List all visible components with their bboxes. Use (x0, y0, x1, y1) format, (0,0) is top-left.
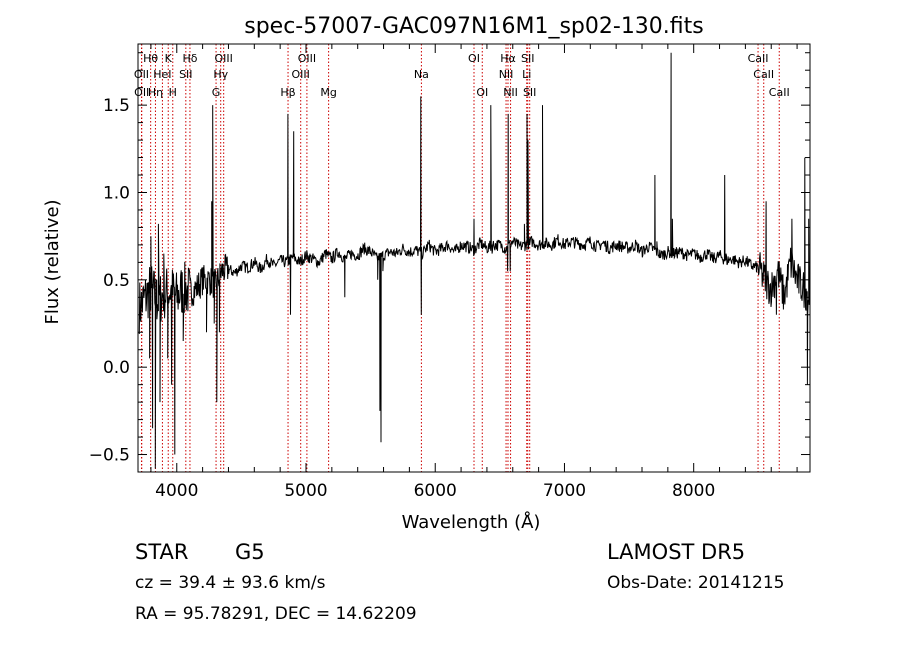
spectral-line-label: CaII (748, 52, 769, 65)
object-type: STAR (135, 540, 189, 564)
spectral-line-label: NII (503, 86, 518, 99)
spectral-subclass: G5 (235, 540, 265, 564)
spectral-line-label: HeI (153, 68, 171, 81)
spectral-line-label: Na (414, 68, 429, 81)
spectral-line-label: Hβ (280, 86, 295, 99)
x-tick-label: 5000 (284, 481, 327, 501)
y-tick-label: 1.5 (103, 96, 130, 116)
coordinates: RA = 95.78291, DEC = 14.62209 (135, 604, 417, 624)
y-tick-label: 0.0 (103, 358, 130, 378)
x-tick-label: 6000 (414, 481, 457, 501)
y-tick-label: 1.0 (103, 183, 130, 203)
spectral-line-label: OI (476, 86, 488, 99)
spectral-line-label: G (212, 86, 221, 99)
x-tick-label: 7000 (543, 481, 586, 501)
spectral-line-label: Hη (148, 86, 163, 99)
spectral-line-label: H (169, 86, 177, 99)
spectral-line-label: Hα (500, 52, 516, 65)
y-tick-label: −0.5 (89, 446, 130, 466)
spectral-line-label: Hδ (182, 52, 197, 65)
spectral-line-label: SII (523, 86, 536, 99)
chart-title: spec-57007-GAC097N16M1_sp02-130.fits (244, 14, 704, 39)
spectral-line-label: OIII (214, 52, 232, 65)
x-tick-label: 4000 (155, 481, 198, 501)
spectral-line-label: Hγ (213, 68, 228, 81)
redshift-info: cz = 39.4 ± 93.6 km/s (135, 573, 326, 593)
x-axis-ticks: 4000 5000 6000 7000 8000 (150, 44, 798, 501)
spectral-line-label: OI (468, 52, 480, 65)
x-tick-label: 8000 (672, 481, 715, 501)
spectral-line-label: SII (521, 52, 534, 65)
spectral-line-label: OIII (298, 52, 316, 65)
x-axis-label: Wavelength (Å) (402, 511, 541, 533)
spectral-line-label: K (165, 52, 173, 65)
spectral-line-label: NII (499, 68, 514, 81)
spectral-line-label: Mg (320, 86, 336, 99)
spectrum-line (138, 52, 810, 469)
y-tick-label: 0.5 (103, 271, 130, 291)
y-axis-ticks: −0.5 0.0 0.5 1.0 1.5 (89, 52, 810, 473)
spectral-line-label: CaII (753, 68, 774, 81)
spectral-line-label: SII (179, 68, 192, 81)
spectral-line-label: OIII (292, 68, 310, 81)
spectral-line-label: Li (522, 68, 531, 81)
survey-name: LAMOST DR5 (607, 540, 746, 564)
spectral-line-label: CaII (769, 86, 790, 99)
y-axis-label: Flux (relative) (42, 199, 63, 324)
plot-frame (137, 43, 811, 473)
observation-date: Obs-Date: 20141215 (607, 573, 785, 593)
spectral-line-label: Hθ (143, 52, 158, 65)
